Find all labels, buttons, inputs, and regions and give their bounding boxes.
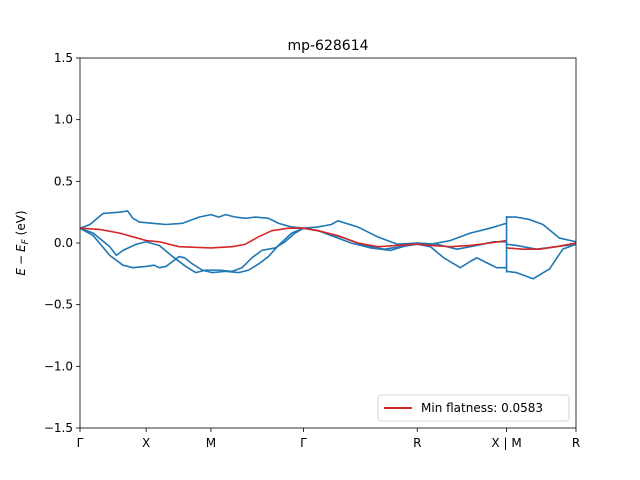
y-axis-label: E−EF (eV) [14, 210, 31, 275]
x-tick-label: X [142, 436, 150, 450]
y-label-subscript: F [21, 238, 31, 244]
y-axis-ticks: 1.5 1.0 0.5 0.0 −0.5 −1.0 −1.5 [44, 51, 80, 435]
legend-box [377, 394, 570, 422]
x-tick-label: R [572, 436, 580, 450]
y-tick-label: 1.5 [54, 51, 73, 65]
y-tick-label: 1.0 [54, 113, 73, 127]
y-tick-label: −0.5 [44, 298, 73, 312]
y-tick-label: −1.5 [44, 421, 73, 435]
band-line-1-segment-1 [506, 243, 576, 280]
band-line-3-segment-0 [80, 227, 507, 249]
y-label-ef: E [14, 244, 28, 252]
x-tick-label: Γ [300, 436, 307, 450]
legend: Min flatness: 0.0583 [377, 394, 570, 422]
band-lines [80, 210, 576, 280]
y-tick-label: 0.5 [54, 174, 73, 188]
x-tick-label: X | M [491, 436, 521, 450]
x-tick-label: R [413, 436, 421, 450]
y-label-minus: − [14, 255, 28, 265]
y-tick-label: −1.0 [44, 359, 73, 373]
x-tick-label: Γ [77, 436, 84, 450]
y-tick-label: 0.0 [54, 236, 73, 250]
band-line-0-segment-0 [80, 210, 507, 246]
y-label-e: E [14, 268, 28, 276]
x-tick-label: M [206, 436, 216, 450]
legend-label: Min flatness: 0.0583 [421, 401, 543, 415]
chart-title: mp-628614 [287, 38, 368, 54]
x-axis-ticks: Γ X M Γ R X | M R [77, 428, 580, 450]
band-line-0-segment-1 [506, 216, 576, 243]
band-line-3-segment-1 [506, 242, 576, 250]
y-label-unit: (eV) [14, 210, 28, 239]
